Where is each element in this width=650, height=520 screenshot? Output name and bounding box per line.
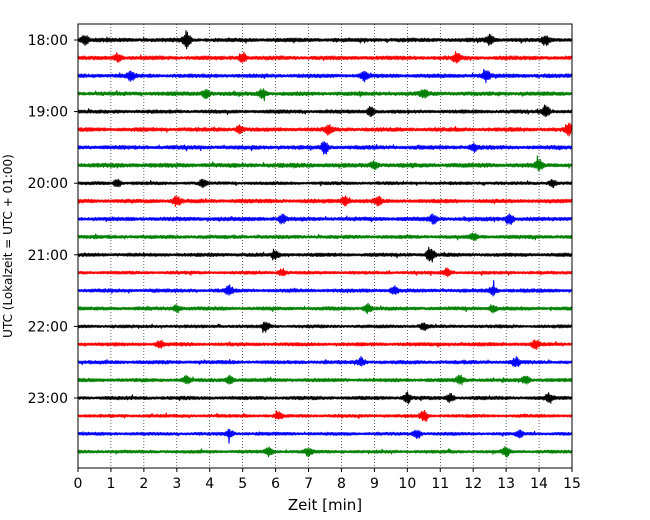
x-tick-label: 5 — [238, 476, 247, 492]
seismic-trace-2145 — [77, 302, 573, 315]
y-tick-label: 18:00 — [28, 33, 68, 49]
x-axis-title: Zeit [min] — [288, 496, 362, 514]
seismic-trace-2345 — [77, 446, 573, 458]
seismic-trace-2315 — [77, 409, 573, 422]
x-tick-label: 7 — [304, 476, 313, 492]
x-tick-label: 11 — [431, 476, 449, 492]
seismic-trace-2115 — [77, 267, 573, 278]
seismic-trace-2030 — [77, 213, 573, 225]
x-axis-ticks: 0 1 2 3 4 5 6 7 8 9 10 11 12 13 14 15 — [74, 468, 581, 492]
seismic-trace-1930 — [77, 141, 573, 155]
seismic-trace-1915 — [77, 122, 573, 137]
seismic-trace-2215 — [77, 339, 573, 350]
seismic-trace-2245 — [77, 374, 573, 386]
seismic-trace-1830 — [77, 68, 573, 84]
x-tick-label: 6 — [271, 476, 280, 492]
seismic-trace-2000 — [77, 178, 573, 189]
seismic-trace-1900 — [77, 104, 573, 118]
seismic-trace-1800 — [77, 30, 573, 50]
x-tick-label: 2 — [139, 476, 148, 492]
seismic-trace-1815 — [77, 51, 573, 64]
x-tick-label: 15 — [563, 476, 581, 492]
seismic-trace-2130 — [77, 280, 573, 297]
x-tick-label: 12 — [464, 476, 482, 492]
x-tick-label: 4 — [205, 476, 214, 492]
grid-layer — [110, 24, 540, 468]
y-tick-label: 22:00 — [28, 319, 68, 335]
y-tick-label: 20:00 — [28, 176, 68, 192]
seismic-trace-2200 — [77, 321, 573, 334]
seismic-trace-2015 — [77, 195, 573, 207]
seismic-trace-1945 — [77, 155, 573, 172]
seismic-trace-2100 — [77, 246, 573, 263]
x-tick-label: 8 — [337, 476, 346, 492]
y-tick-label: 21:00 — [28, 248, 68, 264]
seismic-trace-2230 — [77, 355, 573, 368]
x-tick-label: 3 — [172, 476, 181, 492]
y-tick-label: 19:00 — [28, 105, 68, 121]
y-axis-ticks: 18:00 19:00 20:00 21:00 22:00 23:00 — [28, 33, 78, 407]
seismic-trace-2330 — [77, 428, 573, 444]
seismic-trace-2045 — [77, 232, 573, 241]
x-tick-label: 14 — [530, 476, 548, 492]
plot-area-frame — [77, 23, 573, 469]
x-tick-label: 13 — [497, 476, 515, 492]
x-tick-label: 0 — [74, 476, 83, 492]
x-tick-label: 1 — [106, 476, 115, 492]
x-tick-label: 9 — [370, 476, 379, 492]
x-tick-label: 10 — [398, 476, 416, 492]
seismic-trace-1845 — [77, 88, 573, 102]
y-axis-title: UTC (Lokalzeit = UTC + 01:00) — [1, 154, 15, 338]
seismic-trace-2300 — [77, 391, 573, 405]
y-tick-label: 23:00 — [28, 391, 68, 407]
trace-layer — [77, 30, 573, 458]
